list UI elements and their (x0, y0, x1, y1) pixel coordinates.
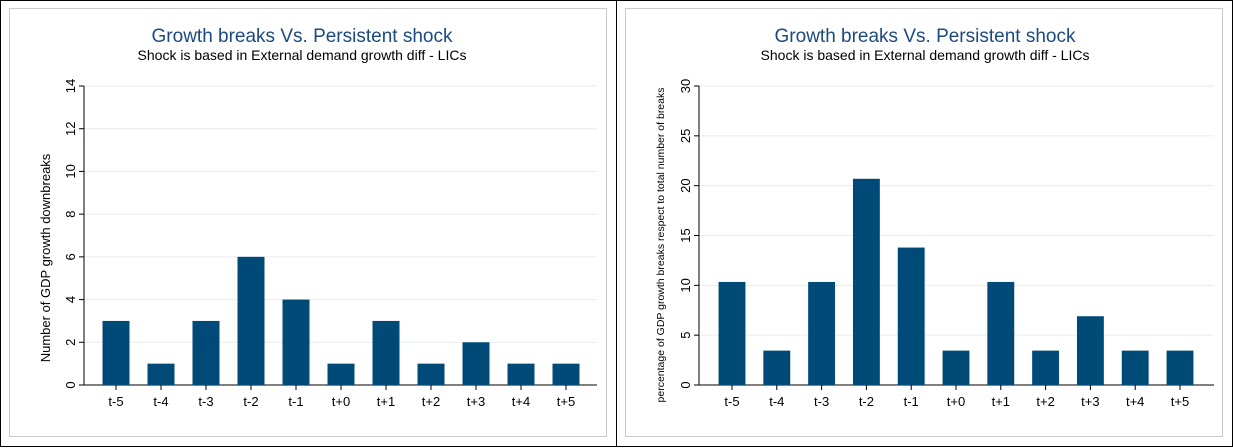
right-chart-title: Growth breaks Vs. Persistent shock (775, 26, 1076, 47)
right-y-tick-label: 5 (678, 332, 693, 339)
left-x-tick-label: t-1 (288, 394, 303, 409)
right-y-tick-label: 15 (678, 228, 693, 242)
left-y-tick-label: 14 (63, 79, 78, 93)
right-x-tick-label: t+5 (1171, 394, 1189, 409)
left-x-tick-label: t+4 (512, 394, 530, 409)
left-y-tick-label: 8 (63, 211, 78, 218)
right-bar (1032, 350, 1060, 385)
right-y-axis-label: percentage of GDP growth breaks respect … (655, 88, 667, 403)
left-chart-title: Growth breaks Vs. Persistent shock (152, 26, 453, 47)
left-bar (192, 320, 220, 385)
left-chart-subtitle: Shock is based in External demand growth… (138, 47, 467, 63)
left-y-tick-label: 12 (63, 121, 78, 135)
right-x-tick-label: t-1 (904, 394, 919, 409)
left-x-tick-label: t+3 (467, 394, 485, 409)
left-bar (462, 342, 490, 385)
right-bar (1166, 350, 1194, 385)
left-bar (327, 363, 355, 385)
left-x-tick-label: t-3 (198, 394, 213, 409)
left-bar (372, 320, 400, 385)
left-y-tick-label: 0 (63, 381, 78, 388)
right-x-tick-label: t-3 (814, 394, 829, 409)
right-x-tick-label: t-5 (724, 394, 739, 409)
right-x-tick-label: t+4 (1126, 394, 1144, 409)
left-y-axis-label: Number of GDP growth downbreaks (38, 153, 53, 362)
left-x-tick-label: t+5 (557, 394, 575, 409)
left-bar (147, 363, 175, 385)
right-bar (808, 281, 836, 385)
right-y-tick-label: 30 (678, 79, 693, 93)
right-y-tick-label: 0 (678, 381, 693, 388)
right-x-tick-label: t+2 (1036, 394, 1054, 409)
right-bar (852, 178, 880, 385)
right-bar (987, 281, 1015, 385)
right-x-tick-label: t+0 (947, 394, 965, 409)
left-bar (507, 363, 535, 385)
left-x-tick-label: t-4 (153, 394, 168, 409)
right-y-tick-label: 25 (678, 129, 693, 143)
right-x-tick-label: t+3 (1081, 394, 1099, 409)
right-x-tick-label: t-4 (769, 394, 784, 409)
left-x-tick-label: t-5 (108, 394, 123, 409)
right-bar (718, 281, 746, 385)
right-bar (763, 350, 791, 385)
left-bar (237, 256, 265, 385)
right-bar (1076, 316, 1104, 385)
left-y-tick-label: 2 (63, 339, 78, 346)
right-bar (942, 350, 970, 385)
right-bar (897, 247, 925, 385)
right-x-tick-label: t+1 (992, 394, 1010, 409)
right-chart-subtitle: Shock is based in External demand growth… (761, 47, 1090, 63)
left-y-tick-label: 10 (63, 164, 78, 178)
left-bar (102, 320, 130, 385)
left-bar (417, 363, 445, 385)
left-y-tick-label: 4 (63, 296, 78, 303)
left-x-tick-label: t+0 (332, 394, 350, 409)
left-x-tick-label: t+2 (422, 394, 440, 409)
right-bar (1121, 350, 1149, 385)
left-bar (552, 363, 580, 385)
left-x-tick-label: t+1 (377, 394, 395, 409)
right-y-tick-label: 10 (678, 278, 693, 292)
right-y-tick-label: 20 (678, 178, 693, 192)
left-y-tick-label: 6 (63, 253, 78, 260)
left-x-tick-label: t-2 (243, 394, 258, 409)
right-x-tick-label: t-2 (859, 394, 874, 409)
left-bar (282, 299, 310, 385)
